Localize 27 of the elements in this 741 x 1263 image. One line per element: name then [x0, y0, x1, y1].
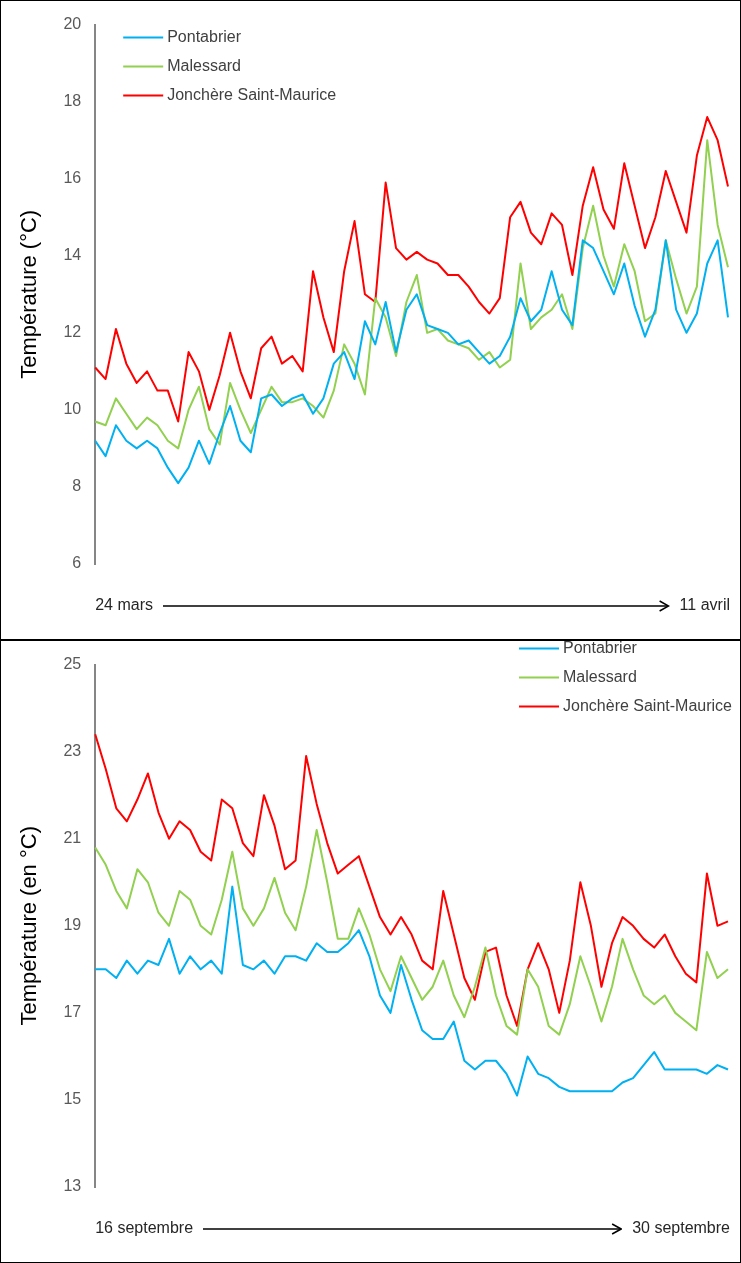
legend-label: Pontabrier	[167, 28, 242, 46]
y-tick-label: 13	[63, 1177, 82, 1195]
y-tick-label: 19	[63, 916, 82, 934]
y-tick-label: 15	[63, 1090, 82, 1108]
y-tick-label: 18	[63, 92, 82, 110]
legend-label: Jonchère Saint-Maurice	[167, 86, 337, 104]
text: 30 septembre	[632, 1219, 731, 1237]
legend-label: Malessard	[167, 57, 242, 75]
y-tick-label: 6	[72, 554, 82, 572]
y-tick-label: 12	[63, 323, 82, 341]
text: 11 avril	[679, 596, 730, 614]
y-tick-label: 14	[63, 246, 82, 264]
y-tick-label: 23	[63, 742, 82, 760]
y-tick-label: 10	[63, 400, 82, 418]
y-axis-title: Température (en °C)	[16, 826, 42, 1026]
y-tick-label: 21	[63, 829, 82, 847]
y-tick-label: 25	[63, 655, 82, 673]
y-tick-label: 8	[72, 477, 82, 495]
y-tick-label: 20	[63, 15, 82, 33]
legend-label: Malessard	[563, 668, 637, 686]
text: 16 septembre	[95, 1219, 194, 1237]
y-axis-title: Température (°C)	[16, 209, 42, 379]
y-tick-label: 17	[63, 1003, 82, 1021]
legend-label: Jonchère Saint-Maurice	[563, 697, 733, 715]
text: 24 mars	[95, 596, 153, 614]
y-tick-label: 16	[63, 169, 82, 187]
legend-label: Pontabrier	[563, 639, 638, 657]
